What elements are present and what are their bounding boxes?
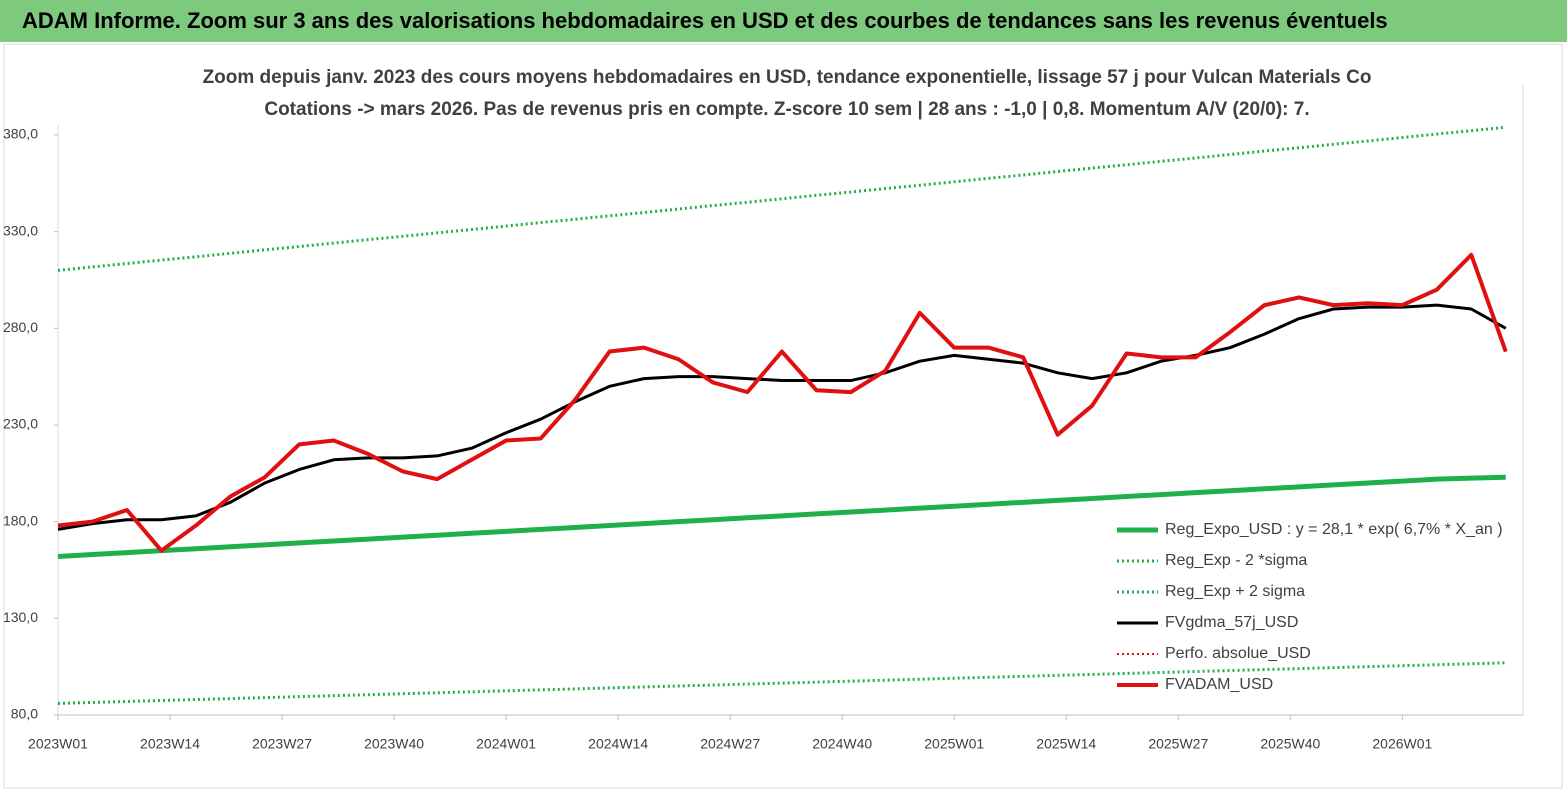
header-title: ADAM Informe. Zoom sur 3 ans des valoris…: [22, 8, 1388, 33]
x-tick-label: 2024W27: [700, 736, 760, 752]
x-tick-label: 2023W27: [252, 736, 312, 752]
chart-subtitle: Cotations -> mars 2026. Pas de revenus p…: [264, 99, 1309, 120]
x-tick-label: 2024W01: [476, 736, 536, 752]
y-tick-label: 80,0: [11, 706, 38, 722]
x-tick-label: 2025W01: [924, 736, 984, 752]
y-tick-label: 280,0: [3, 319, 38, 335]
series-line: [57, 303, 1507, 531]
x-tick-label: 2023W01: [28, 736, 88, 752]
x-tick-label: 2026W01: [1372, 736, 1432, 752]
legend-label: FVgdma_57j_USD: [1165, 614, 1298, 631]
legend-label: Reg_Expo_USD : y = 28,1 * exp( 6,7% * X_…: [1165, 521, 1503, 538]
x-tick-label: 2024W14: [588, 736, 648, 752]
y-tick-label: 230,0: [3, 416, 38, 432]
series-line: [57, 252, 1508, 553]
legend-label: Reg_Exp + 2 sigma: [1165, 583, 1305, 600]
y-tick-label: 330,0: [3, 222, 38, 238]
legend-label: Perfo. absolue_USD: [1165, 645, 1311, 662]
series-line: [57, 474, 1506, 559]
y-tick-label: 380,0: [3, 126, 38, 142]
x-tick-label: 2025W40: [1260, 736, 1320, 752]
x-tick-label: 2023W40: [364, 736, 424, 752]
legend-label: Reg_Exp - 2 *sigma: [1165, 552, 1307, 569]
y-tick-label: 130,0: [3, 609, 38, 625]
series-line: [57, 661, 1506, 705]
chart-title: Zoom depuis janv. 2023 des cours moyens …: [203, 67, 1372, 88]
x-tick-label: 2023W14: [140, 736, 200, 752]
chart-frame: [3, 43, 1563, 789]
legend-label: FVADAM_USD: [1165, 676, 1273, 693]
x-tick-label: 2025W27: [1148, 736, 1208, 752]
x-tick-label: 2024W40: [812, 736, 872, 752]
header-bar: [0, 0, 1567, 42]
series-line: [57, 125, 1506, 272]
y-tick-label: 180,0: [3, 512, 38, 528]
x-tick-label: 2025W14: [1036, 736, 1096, 752]
